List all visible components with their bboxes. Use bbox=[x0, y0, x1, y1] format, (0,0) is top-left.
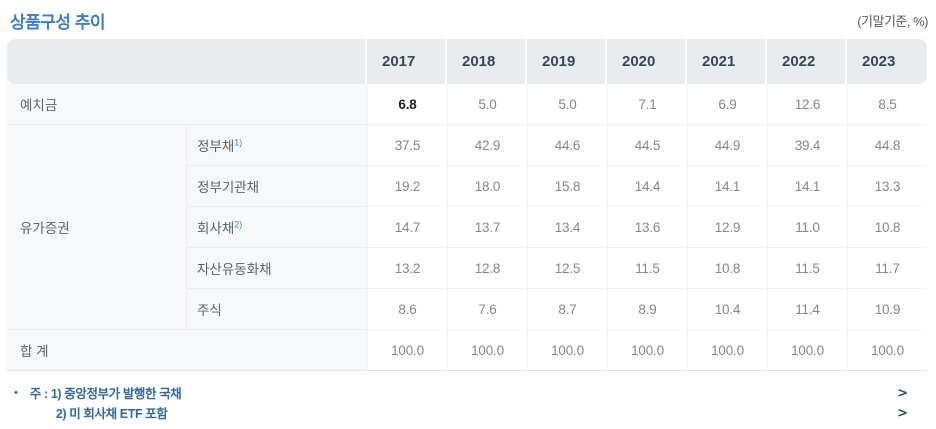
footnote-ref-2: 2) bbox=[234, 219, 243, 230]
value-cell: 100.0 bbox=[607, 330, 687, 371]
value-cell: 39.4 bbox=[767, 125, 847, 166]
footnotes-section: • 주 : 1) 중앙정부가 발행한 국채 2) 미 회사채 ETF 포함 > … bbox=[14, 384, 908, 424]
value-cell: 12.9 bbox=[687, 207, 767, 248]
note-line-1: 주 : 1) 중앙정부가 발행한 국채 bbox=[29, 387, 182, 401]
value-cell: 15.8 bbox=[527, 166, 607, 207]
value-cell: 37.5 bbox=[367, 125, 447, 166]
value-cell: 44.8 bbox=[847, 125, 927, 166]
value-cell: 44.6 bbox=[527, 125, 607, 166]
year-header-2022: 2022 bbox=[767, 39, 847, 84]
row-label-total: 합 계 bbox=[7, 330, 367, 371]
value-cell: 8.6 bbox=[367, 289, 447, 330]
value-cell: 10.8 bbox=[847, 207, 927, 248]
value-cell: 6.9 bbox=[687, 84, 767, 125]
value-cell: 100.0 bbox=[687, 330, 767, 371]
value-cell: 14.7 bbox=[367, 207, 447, 248]
value-cell: 10.9 bbox=[847, 289, 927, 330]
page-header: 상품구성 추이 (기말기준, %) bbox=[0, 0, 936, 32]
year-header-2019: 2019 bbox=[527, 39, 607, 84]
value-cell: 5.0 bbox=[447, 84, 527, 125]
value-cell: 100.0 bbox=[847, 330, 927, 371]
value-cell: 8.5 bbox=[847, 84, 927, 125]
year-header-2023: 2023 bbox=[847, 39, 927, 84]
table-header-row: 2017 2018 2019 2020 2021 2022 2023 bbox=[7, 39, 927, 84]
value-cell: 7.1 bbox=[607, 84, 687, 125]
footnotes: • 주 : 1) 중앙정부가 발행한 국채 2) 미 회사채 ETF 포함 bbox=[14, 384, 182, 424]
row-label-text: 회사채 bbox=[197, 221, 235, 236]
value-cell: 5.0 bbox=[527, 84, 607, 125]
table-row-stocks: 주식 8.6 7.6 8.7 8.9 10.4 11.4 10.9 bbox=[7, 289, 927, 330]
row-label-text: 정부채 bbox=[197, 139, 235, 154]
header-empty-cell bbox=[7, 39, 367, 84]
value-cell: 44.5 bbox=[607, 125, 687, 166]
value-cell: 11.5 bbox=[607, 248, 687, 289]
value-cell: 11.7 bbox=[847, 248, 927, 289]
chevron-link-1[interactable]: > bbox=[897, 386, 908, 401]
value-cell: 10.8 bbox=[687, 248, 767, 289]
value-cell: 12.8 bbox=[447, 248, 527, 289]
value-cell: 100.0 bbox=[447, 330, 527, 371]
table-row-govt-agency-bonds: 정부기관채 19.2 18.0 15.8 14.4 14.1 14.1 13.3 bbox=[7, 166, 927, 207]
value-cell: 12.6 bbox=[767, 84, 847, 125]
value-cell: 42.9 bbox=[447, 125, 527, 166]
value-cell: 13.2 bbox=[367, 248, 447, 289]
value-cell: 11.0 bbox=[767, 207, 847, 248]
value-cell: 100.0 bbox=[367, 330, 447, 371]
value-cell: 11.4 bbox=[767, 289, 847, 330]
value-cell: 14.1 bbox=[687, 166, 767, 207]
table-row-total: 합 계 100.0 100.0 100.0 100.0 100.0 100.0 … bbox=[7, 330, 927, 371]
table-row-deposits: 예치금 6.8 5.0 5.0 7.1 6.9 12.6 8.5 bbox=[7, 84, 927, 125]
row-label-stocks: 주식 bbox=[186, 289, 367, 330]
value-cell: 6.8 bbox=[367, 84, 447, 125]
unit-note: (기말기준, %) bbox=[857, 14, 928, 29]
row-label-abs: 자산유동화채 bbox=[186, 248, 367, 289]
footnote-ref-1: 1) bbox=[234, 137, 243, 148]
row-label-deposits: 예치금 bbox=[7, 84, 367, 125]
value-cell: 14.4 bbox=[607, 166, 687, 207]
row-label-govt-bonds: 정부채1) bbox=[186, 125, 367, 166]
year-header-2018: 2018 bbox=[447, 39, 527, 84]
note-bullet: • bbox=[14, 387, 18, 399]
value-cell: 7.6 bbox=[447, 289, 527, 330]
value-cell: 14.1 bbox=[767, 166, 847, 207]
product-composition-table: 2017 2018 2019 2020 2021 2022 2023 예치금 6… bbox=[7, 39, 927, 371]
note-line-2: 2) 미 회사채 ETF 포함 bbox=[55, 407, 168, 421]
table-row-govt-bonds: 유가증권 정부채1) 37.5 42.9 44.6 44.5 44.9 39.4… bbox=[7, 125, 927, 330]
value-cell: 12.5 bbox=[527, 248, 607, 289]
value-cell: 100.0 bbox=[527, 330, 607, 371]
chevron-link-2[interactable]: > bbox=[897, 406, 908, 421]
row-label-corporate-bonds: 회사채2) bbox=[186, 207, 367, 248]
value-cell: 8.7 bbox=[527, 289, 607, 330]
page-title: 상품구성 추이 bbox=[10, 13, 106, 32]
note-links: > > bbox=[897, 384, 908, 424]
value-cell: 10.4 bbox=[687, 289, 767, 330]
value-cell: 18.0 bbox=[447, 166, 527, 207]
value-cell: 44.9 bbox=[687, 125, 767, 166]
row-label-govt-agency-bonds: 정부기관채 bbox=[186, 166, 367, 207]
group-label-securities: 유가증권 bbox=[7, 125, 186, 330]
value-cell: 13.3 bbox=[847, 166, 927, 207]
table-row-corporate-bonds: 회사채2) 14.7 13.7 13.4 13.6 12.9 11.0 10.8 bbox=[7, 207, 927, 248]
value-cell: 100.0 bbox=[767, 330, 847, 371]
value-cell: 19.2 bbox=[367, 166, 447, 207]
year-header-2017: 2017 bbox=[367, 39, 447, 84]
year-header-2020: 2020 bbox=[607, 39, 687, 84]
value-cell: 13.4 bbox=[527, 207, 607, 248]
value-cell: 8.9 bbox=[607, 289, 687, 330]
value-cell: 13.7 bbox=[447, 207, 527, 248]
value-cell: 11.5 bbox=[767, 248, 847, 289]
year-header-2021: 2021 bbox=[687, 39, 767, 84]
value-cell: 13.6 bbox=[607, 207, 687, 248]
table-row-abs: 자산유동화채 13.2 12.8 12.5 11.5 10.8 11.5 11.… bbox=[7, 248, 927, 289]
